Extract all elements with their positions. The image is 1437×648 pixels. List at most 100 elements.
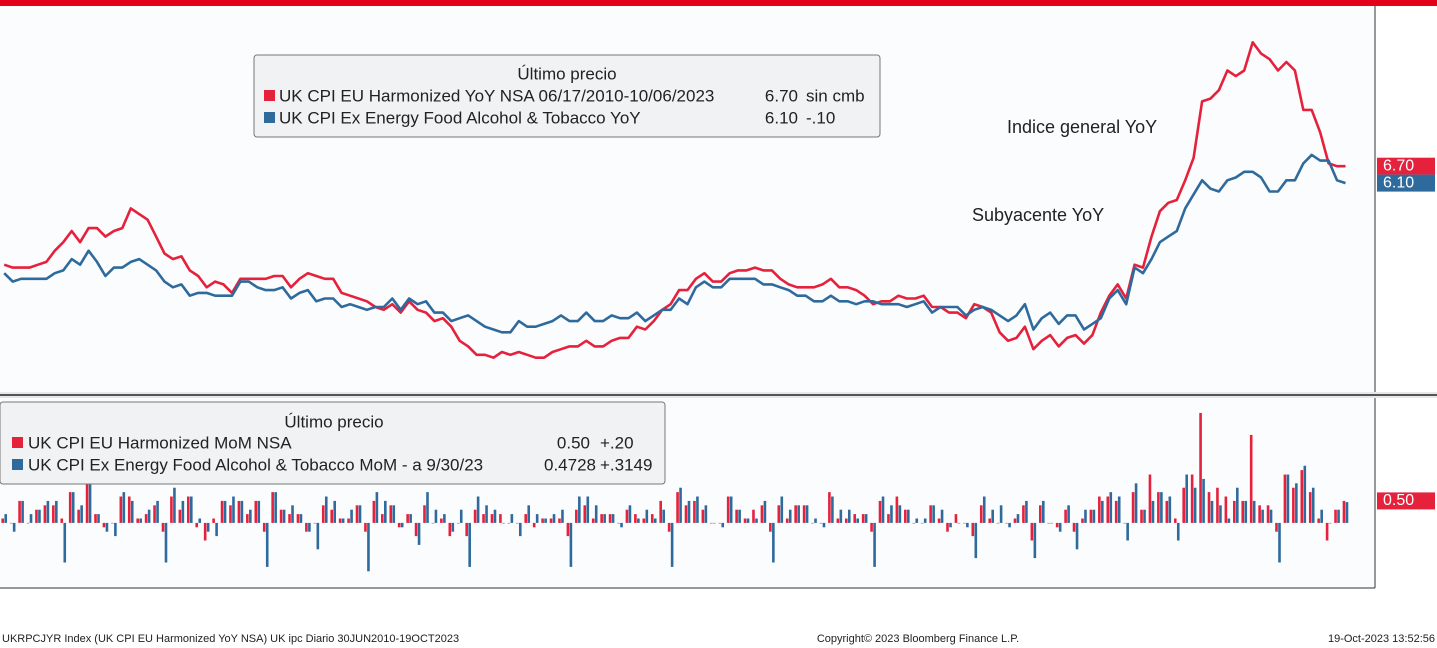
bar [600,514,603,523]
bar [414,522,418,537]
bar [1022,505,1025,523]
marks [1,41,1349,572]
bar [111,522,114,524]
bar [847,509,851,523]
bar [212,518,215,523]
bar [929,505,932,523]
bar [637,518,640,523]
bar [844,518,848,523]
bar [1041,500,1045,523]
bar [915,518,919,523]
bar [583,505,587,523]
bar [364,522,367,532]
bar [1210,500,1214,523]
last-value-badge [1377,174,1435,192]
bar [726,496,730,523]
bar [440,518,443,523]
bar [1236,487,1239,523]
bar [777,505,781,523]
bar [1109,492,1113,523]
bar [434,509,438,523]
bar [1081,518,1084,523]
bar [1117,496,1121,523]
bar [279,509,283,523]
bar [38,509,41,523]
bar [1098,496,1101,523]
bar [510,514,514,523]
bar [772,522,775,563]
bar [1055,522,1059,528]
bar [426,492,429,523]
bar [178,509,182,523]
bar [1176,522,1180,541]
bar [507,522,511,524]
bar [1033,522,1037,559]
bar [603,514,606,523]
bar [456,522,460,524]
bar [347,518,350,523]
bar [1106,496,1110,523]
bar [1337,509,1340,523]
bar [991,509,994,523]
bar [1261,509,1264,523]
bar [63,522,67,563]
legend-title: Último precio [284,412,383,431]
bar [1123,522,1126,524]
bar [173,487,176,523]
bar [988,518,991,523]
last-value-badge [1377,492,1435,510]
bar [375,492,379,523]
bar [1227,518,1231,523]
legend-change: +.20 [600,433,634,452]
bar [237,500,241,523]
bar [729,496,733,523]
bar [1016,514,1020,523]
bar [181,500,185,523]
legend-swatch [12,459,23,470]
bar [161,522,165,532]
bar [743,518,747,523]
bar [1067,505,1070,523]
bar [836,518,840,523]
bar [1047,522,1051,524]
bar [625,509,629,523]
bar [468,522,471,567]
bar [46,500,50,523]
bar [687,500,691,523]
bar [594,505,598,523]
bar [350,509,353,523]
bar [1219,505,1222,523]
bar [195,522,199,528]
bar [80,505,83,523]
bar [763,500,767,523]
bar [569,522,573,567]
bar [1311,487,1315,523]
bar [890,505,893,523]
bar [389,505,393,523]
bar [206,522,210,532]
annotation: Indice general YoY [1007,117,1157,137]
bar [333,500,337,523]
legend-last: 0.50 [557,433,590,452]
bar [586,496,590,523]
bar [1328,522,1332,524]
bar [769,522,772,532]
bar [119,496,123,523]
bar [1025,500,1028,523]
bar [355,505,359,523]
bar [811,522,814,524]
bar [558,518,561,523]
bar [1275,522,1278,532]
bar [797,505,800,523]
legend-title: Último precio [517,64,616,83]
bar [1131,492,1135,523]
bar [532,522,536,528]
bar [257,500,261,523]
bar [459,509,463,523]
legend-label: UK CPI EU Harmonized YoY NSA 06/17/2010-… [279,86,714,105]
bar [1157,492,1160,523]
bar [308,522,311,532]
bar [794,505,797,523]
bar [122,492,126,523]
